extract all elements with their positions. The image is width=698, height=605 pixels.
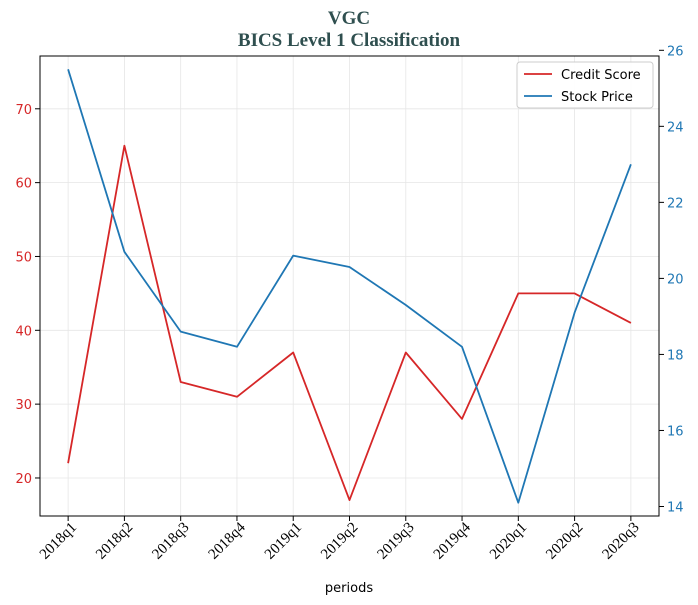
x-tick-label: 2018q4 [206, 519, 249, 562]
y-right-tick-label: 16 [667, 424, 684, 439]
y-left-tick-label: 40 [15, 324, 32, 339]
x-tick-label: 2020q2 [543, 520, 586, 563]
x-tick-label: 2020q3 [600, 520, 643, 563]
x-tick-label: 2019q3 [374, 520, 417, 563]
x-tick-label: 2019q1 [262, 520, 305, 563]
y-left-tick-label: 70 [15, 103, 32, 118]
series-layer [67, 69, 632, 504]
x-tick-label: 2020q1 [487, 520, 530, 563]
legend-label: Stock Price [561, 90, 633, 105]
chart-subtitle: BICS Level 1 Classification [238, 30, 461, 51]
y-axis-left: 20 30 40 50 60 70 [15, 103, 40, 487]
y-left-tick-label: 50 [15, 250, 32, 265]
y-left-tick-label: 60 [15, 177, 32, 192]
legend-label: Credit Score [561, 68, 641, 83]
y-right-tick-label: 22 [667, 196, 684, 211]
y-right-tick-label: 14 [667, 500, 684, 515]
legend: Credit Score Stock Price [516, 61, 654, 109]
series-line-stock-price [67, 69, 632, 504]
series-line-credit-score [67, 144, 632, 502]
x-tick-label: 2019q4 [431, 519, 474, 562]
x-tick-label: 2019q2 [318, 520, 361, 563]
y-right-tick-label: 20 [667, 272, 684, 287]
x-tick-label: 2018q2 [93, 520, 136, 563]
y-right-tick-label: 24 [667, 120, 684, 135]
grid [40, 56, 659, 516]
chart-title: VGC [328, 8, 370, 29]
y-right-tick-label: 26 [667, 44, 684, 59]
x-axis-label: periods [325, 581, 373, 596]
y-left-tick-label: 30 [15, 398, 32, 413]
y-left-tick-label: 20 [15, 472, 32, 487]
x-tick-label: 2018q1 [37, 520, 80, 563]
x-axis: 2018q1 2018q2 2018q3 2018q4 2019q1 2019q2 2019… [37, 516, 643, 563]
x-tick-label: 2018q3 [149, 520, 192, 563]
chart-title-group: VGC BICS Level 1 Classification [238, 8, 461, 51]
y-right-tick-label: 18 [667, 348, 684, 363]
y-axis-right: 14 16 18 20 22 24 26 [659, 44, 684, 515]
